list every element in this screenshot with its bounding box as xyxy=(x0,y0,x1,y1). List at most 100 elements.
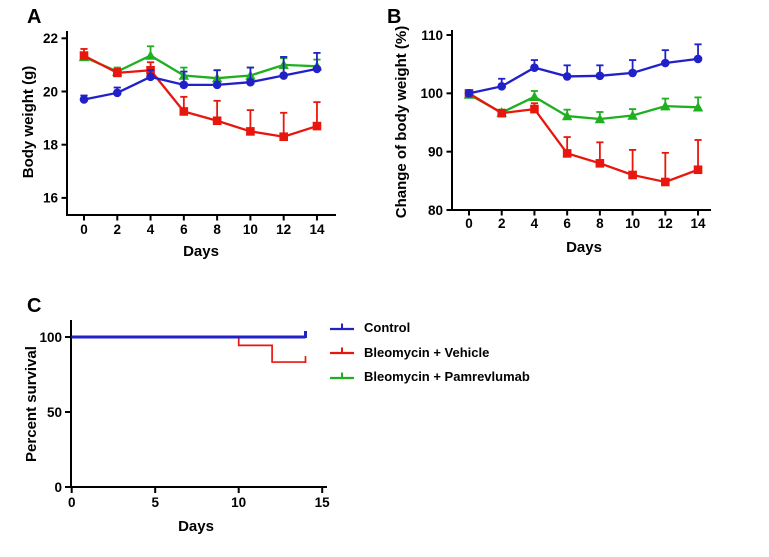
x-tick-label: 15 xyxy=(315,495,331,510)
y-tick-label: 100 xyxy=(420,86,443,101)
control-marker-circle xyxy=(661,58,670,68)
bleomycin-vehicle-marker-square xyxy=(246,127,255,136)
control-marker-circle xyxy=(693,54,703,64)
panel-label-c: C xyxy=(27,295,42,317)
x-tick-label: 4 xyxy=(531,216,539,231)
panel-b-x-axis-title: Days xyxy=(566,239,602,256)
y-tick-label: 16 xyxy=(43,191,59,206)
bleomycin-pamrevlumab-marker-triangle xyxy=(561,110,573,121)
control-marker-circle xyxy=(628,68,637,78)
y-tick-label: 20 xyxy=(43,84,58,99)
panel-c-x-axis-title: Days xyxy=(178,518,214,535)
panel-b-y-axis-title: Change of body weight (%) xyxy=(393,26,410,219)
bleomycin-pamrevlumab-marker-triangle xyxy=(594,113,606,124)
x-tick-label: 4 xyxy=(147,222,155,237)
control-marker-circle xyxy=(464,89,474,98)
x-tick-label: 14 xyxy=(309,222,325,237)
control-marker-circle xyxy=(79,95,89,104)
y-tick-label: 18 xyxy=(43,138,59,153)
panel-b-axes xyxy=(451,30,711,211)
panel-c-y-axis-title: Percent survival xyxy=(23,346,40,462)
vehicle-survival-key-icon xyxy=(330,347,354,355)
bleomycin-pamrevlumab-line xyxy=(83,54,318,80)
bleomycin-vehicle-marker-square xyxy=(530,104,539,114)
bleomycin-pamrevlumab-marker-triangle xyxy=(529,91,540,102)
panel-a-axes xyxy=(66,31,336,216)
panel-label-a: A xyxy=(27,6,42,28)
bleomycin-pamrevlumab-marker-triangle xyxy=(692,101,704,112)
legend-label-control: Control xyxy=(364,320,411,335)
control-marker-circle xyxy=(112,88,122,98)
y-tick-label: 80 xyxy=(428,203,443,218)
control-line xyxy=(83,67,318,101)
x-tick-label: 10 xyxy=(243,222,258,237)
x-tick-label: 8 xyxy=(213,222,221,237)
bleomycin-pamrevlumab-marker-triangle xyxy=(660,100,671,111)
x-tick-label: 14 xyxy=(691,216,707,231)
pamrevlumab-survival-key-icon xyxy=(330,372,354,379)
control-marker-circle xyxy=(246,77,255,87)
x-tick-label: 8 xyxy=(596,216,604,231)
control-marker-circle xyxy=(562,72,572,81)
y-tick-label: 110 xyxy=(421,28,443,43)
x-tick-label: 0 xyxy=(465,216,473,231)
legend-item-control: Control xyxy=(329,319,530,336)
series-control xyxy=(79,52,322,104)
bleomycin-vehicle-marker-square xyxy=(212,116,222,126)
series-bleomycin-vehicle xyxy=(464,89,703,187)
control-marker-circle xyxy=(530,63,539,72)
bleomycin-vehicle-marker-square xyxy=(497,108,507,118)
control-marker-circle xyxy=(497,82,507,91)
y-tick-label: 50 xyxy=(47,405,62,420)
panel-a-y-axis-title: Body weight (g) xyxy=(20,66,37,179)
bleomycin-vehicle-marker-square xyxy=(595,159,605,168)
panel-b: 110 100 90 80 0 2 4 6 8 10 12 14 Change of body weig… xyxy=(393,26,711,256)
legend-label-bleomycin-pamrevlumab: Bleomycin + Pamrevlumab xyxy=(364,369,530,384)
bleomycin-vehicle-marker-square xyxy=(628,170,637,180)
legend: Control Bleomycin + Vehicle Bleomycin + … xyxy=(329,319,530,393)
control-survival-key-icon xyxy=(330,323,354,330)
panel-c: 100 50 00 5 10 15 Percent survival Days xyxy=(23,320,330,535)
control-marker-circle xyxy=(146,72,155,82)
panel-label-b: B xyxy=(387,6,402,28)
bleomycin-vehicle-survival-line xyxy=(71,336,306,363)
bleomycin-vehicle-marker-square xyxy=(112,68,122,78)
bleomycin-pamrevlumab-marker-triangle xyxy=(145,50,156,60)
y-tick-label: 100 xyxy=(39,330,62,345)
control-marker-circle xyxy=(312,64,322,74)
bleomycin-vehicle-marker-square xyxy=(279,132,288,142)
x-tick-label: 6 xyxy=(563,216,571,231)
series-bleomycin-vehicle xyxy=(71,336,307,364)
x-tick-label: 12 xyxy=(276,222,291,237)
series-bleomycin-pamrevlumab xyxy=(463,89,704,124)
series-control xyxy=(464,43,703,98)
x-tick-label: 10 xyxy=(231,495,246,510)
x-tick-label: 5 xyxy=(151,495,159,510)
bleomycin-vehicle-marker-square xyxy=(312,121,322,131)
series-control xyxy=(71,331,307,339)
x-tick-label: 10 xyxy=(625,216,640,231)
bleomycin-pamrevlumab-line xyxy=(468,93,699,121)
bleomycin-vehicle-line xyxy=(83,54,318,138)
series-bleomycin-vehicle xyxy=(79,48,322,142)
x-tick-label: 0 xyxy=(80,222,88,237)
bleomycin-vehicle-marker-square xyxy=(661,177,670,187)
panel-a-x-axis-title: Days xyxy=(183,243,219,260)
legend-item-bleomycin-pamrevlumab: Bleomycin + Pamrevlumab xyxy=(329,368,530,385)
control-marker-circle xyxy=(179,80,189,90)
bleomycin-vehicle-marker-square xyxy=(562,149,572,158)
legend-item-bleomycin-vehicle: Bleomycin + Vehicle xyxy=(329,344,530,361)
control-marker-circle xyxy=(212,80,222,90)
legend-label-bleomycin-vehicle: Bleomycin + Vehicle xyxy=(364,344,490,360)
x-tick-label: 2 xyxy=(114,222,122,237)
y-tick-label: 22 xyxy=(43,31,58,46)
bleomycin-vehicle-line xyxy=(468,92,699,184)
control-line xyxy=(468,57,699,95)
panel-a: 22 20 18 16 0 2 4 6 8 10 12 14 Body weight (g) Days xyxy=(20,31,336,260)
bleomycin-vehicle-marker-square xyxy=(179,107,189,116)
x-tick-label: 6 xyxy=(180,222,188,237)
control-marker-circle xyxy=(279,71,288,80)
control-marker-circle xyxy=(595,71,605,81)
